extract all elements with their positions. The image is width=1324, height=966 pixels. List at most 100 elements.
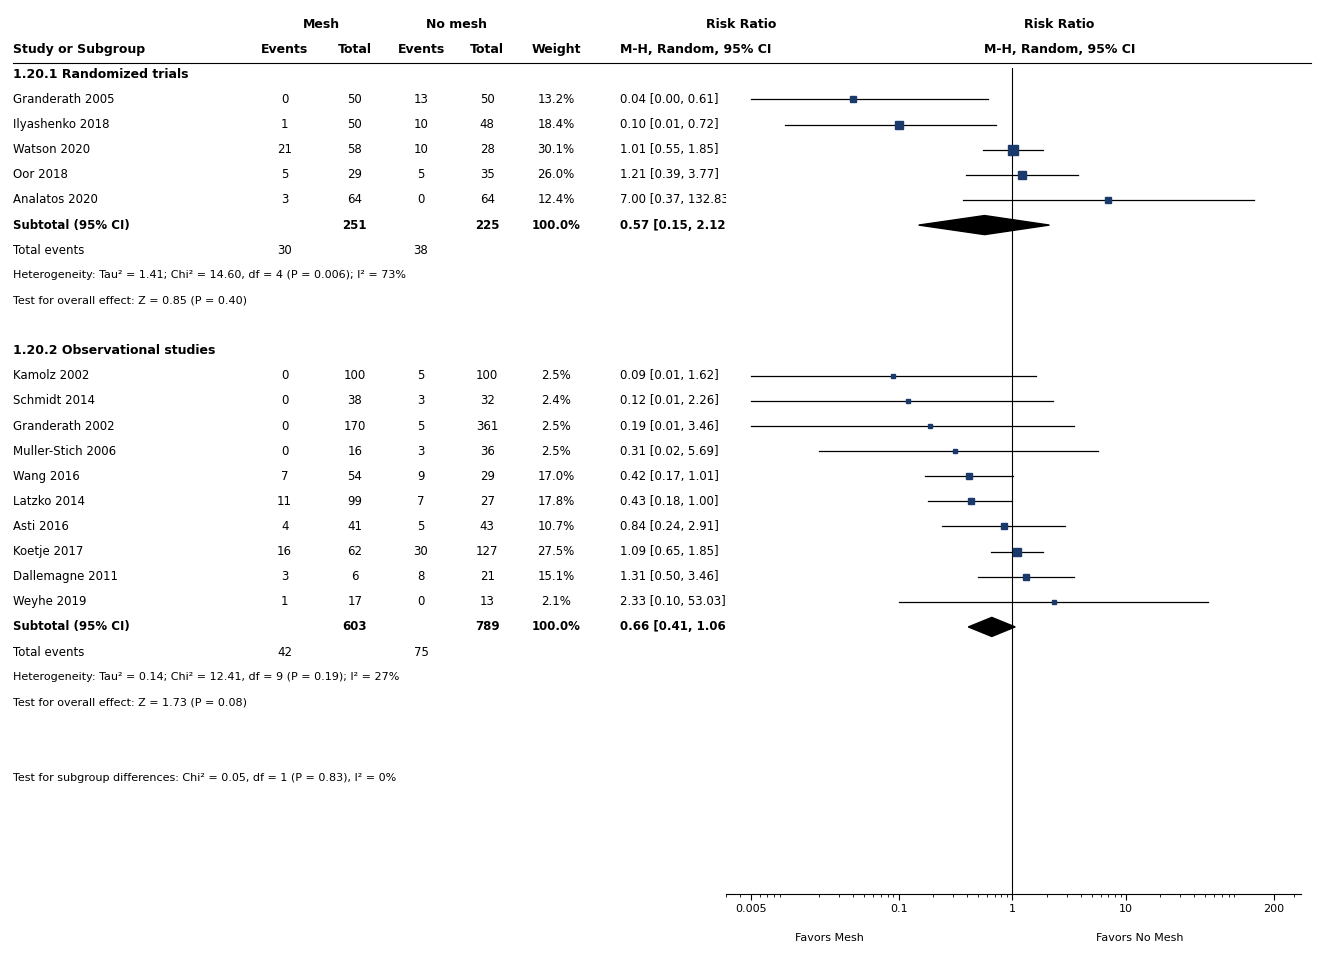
Text: 0: 0 <box>417 595 425 609</box>
Text: 13.2%: 13.2% <box>538 93 575 106</box>
Text: Koetje 2017: Koetje 2017 <box>13 545 83 558</box>
Text: 27: 27 <box>479 495 495 508</box>
Text: 0.10 [0.01, 0.72]: 0.10 [0.01, 0.72] <box>620 118 718 131</box>
Text: 99: 99 <box>347 495 363 508</box>
Text: 21: 21 <box>479 570 495 583</box>
Text: 2.5%: 2.5% <box>542 444 571 458</box>
Text: 8: 8 <box>417 570 425 583</box>
Text: Total: Total <box>470 43 504 56</box>
Text: 5: 5 <box>281 168 289 182</box>
Text: 27.5%: 27.5% <box>538 545 575 558</box>
Text: 21: 21 <box>277 143 293 156</box>
Text: Latzko 2014: Latzko 2014 <box>13 495 85 508</box>
Text: 100: 100 <box>477 369 498 383</box>
Text: 0.66 [0.41, 1.06]: 0.66 [0.41, 1.06] <box>620 620 731 634</box>
Text: Kamolz 2002: Kamolz 2002 <box>13 369 90 383</box>
Text: 5: 5 <box>417 168 425 182</box>
Polygon shape <box>968 617 1016 637</box>
Text: 0.31 [0.02, 5.69]: 0.31 [0.02, 5.69] <box>620 444 718 458</box>
Text: 29: 29 <box>479 469 495 483</box>
Text: 0: 0 <box>281 394 289 408</box>
Text: 75: 75 <box>413 645 429 659</box>
Text: 32: 32 <box>479 394 495 408</box>
Text: 11: 11 <box>277 495 293 508</box>
Text: 0.09 [0.01, 1.62]: 0.09 [0.01, 1.62] <box>620 369 719 383</box>
Text: 13: 13 <box>479 595 495 609</box>
Text: 48: 48 <box>479 118 495 131</box>
Text: 35: 35 <box>479 168 495 182</box>
Text: 54: 54 <box>347 469 363 483</box>
Text: M-H, Random, 95% CI: M-H, Random, 95% CI <box>984 43 1135 56</box>
Text: 1: 1 <box>281 595 289 609</box>
Text: Risk Ratio: Risk Ratio <box>706 17 777 31</box>
Text: 0.84 [0.24, 2.91]: 0.84 [0.24, 2.91] <box>620 520 719 533</box>
Text: 2.4%: 2.4% <box>542 394 571 408</box>
Text: 30: 30 <box>413 545 429 558</box>
Text: 603: 603 <box>343 620 367 634</box>
Text: 361: 361 <box>477 419 498 433</box>
Text: Analatos 2020: Analatos 2020 <box>13 193 98 207</box>
Text: Watson 2020: Watson 2020 <box>13 143 90 156</box>
Text: 17.0%: 17.0% <box>538 469 575 483</box>
Text: Risk Ratio: Risk Ratio <box>1023 17 1095 31</box>
Text: 17: 17 <box>347 595 363 609</box>
Text: 42: 42 <box>277 645 293 659</box>
Text: 2.33 [0.10, 53.03]: 2.33 [0.10, 53.03] <box>620 595 726 609</box>
Text: Weight: Weight <box>531 43 581 56</box>
Text: 5: 5 <box>417 520 425 533</box>
Text: 18.4%: 18.4% <box>538 118 575 131</box>
Text: 16: 16 <box>277 545 293 558</box>
Text: 5: 5 <box>417 369 425 383</box>
Text: Granderath 2005: Granderath 2005 <box>13 93 115 106</box>
Text: 225: 225 <box>475 218 499 232</box>
Text: 6: 6 <box>351 570 359 583</box>
Text: 50: 50 <box>347 118 363 131</box>
Text: 7.00 [0.37, 132.83]: 7.00 [0.37, 132.83] <box>620 193 733 207</box>
Text: 12.4%: 12.4% <box>538 193 575 207</box>
Text: 100.0%: 100.0% <box>532 620 580 634</box>
Text: Events: Events <box>261 43 308 56</box>
Text: 789: 789 <box>475 620 499 634</box>
Text: 3: 3 <box>281 193 289 207</box>
Text: 1.20.2 Observational studies: 1.20.2 Observational studies <box>13 344 216 357</box>
Text: 5: 5 <box>417 419 425 433</box>
Text: Heterogeneity: Tau² = 1.41; Chi² = 14.60, df = 4 (P = 0.006); I² = 73%: Heterogeneity: Tau² = 1.41; Chi² = 14.60… <box>13 270 406 280</box>
Text: 41: 41 <box>347 520 363 533</box>
Text: 2.1%: 2.1% <box>542 595 571 609</box>
Text: 29: 29 <box>347 168 363 182</box>
Text: No mesh: No mesh <box>426 17 487 31</box>
Text: 0: 0 <box>281 444 289 458</box>
Text: 10: 10 <box>413 118 429 131</box>
Text: 2.5%: 2.5% <box>542 419 571 433</box>
Text: 17.8%: 17.8% <box>538 495 575 508</box>
Text: Test for subgroup differences: Chi² = 0.05, df = 1 (P = 0.83), I² = 0%: Test for subgroup differences: Chi² = 0.… <box>13 773 396 782</box>
Text: Weyhe 2019: Weyhe 2019 <box>13 595 87 609</box>
Text: 9: 9 <box>417 469 425 483</box>
Text: 0: 0 <box>417 193 425 207</box>
Text: 10: 10 <box>413 143 429 156</box>
Text: 58: 58 <box>347 143 363 156</box>
Text: Subtotal (95% CI): Subtotal (95% CI) <box>13 620 130 634</box>
Text: 28: 28 <box>479 143 495 156</box>
Text: 100: 100 <box>344 369 365 383</box>
Text: Oor 2018: Oor 2018 <box>13 168 68 182</box>
Text: Total events: Total events <box>13 645 85 659</box>
Text: Study or Subgroup: Study or Subgroup <box>13 43 146 56</box>
Text: 1.31 [0.50, 3.46]: 1.31 [0.50, 3.46] <box>620 570 718 583</box>
Text: 64: 64 <box>479 193 495 207</box>
Text: 0.57 [0.15, 2.12]: 0.57 [0.15, 2.12] <box>620 218 731 232</box>
Text: 36: 36 <box>479 444 495 458</box>
Text: Schmidt 2014: Schmidt 2014 <box>13 394 95 408</box>
Text: 10.7%: 10.7% <box>538 520 575 533</box>
Text: Favors Mesh: Favors Mesh <box>794 933 863 943</box>
Text: Asti 2016: Asti 2016 <box>13 520 69 533</box>
Text: 15.1%: 15.1% <box>538 570 575 583</box>
Text: Total: Total <box>338 43 372 56</box>
Text: 127: 127 <box>477 545 498 558</box>
Text: Ilyashenko 2018: Ilyashenko 2018 <box>13 118 110 131</box>
Text: 50: 50 <box>347 93 363 106</box>
Text: 100.0%: 100.0% <box>532 218 580 232</box>
Text: 26.0%: 26.0% <box>538 168 575 182</box>
Text: 50: 50 <box>479 93 495 106</box>
Text: 0.12 [0.01, 2.26]: 0.12 [0.01, 2.26] <box>620 394 719 408</box>
